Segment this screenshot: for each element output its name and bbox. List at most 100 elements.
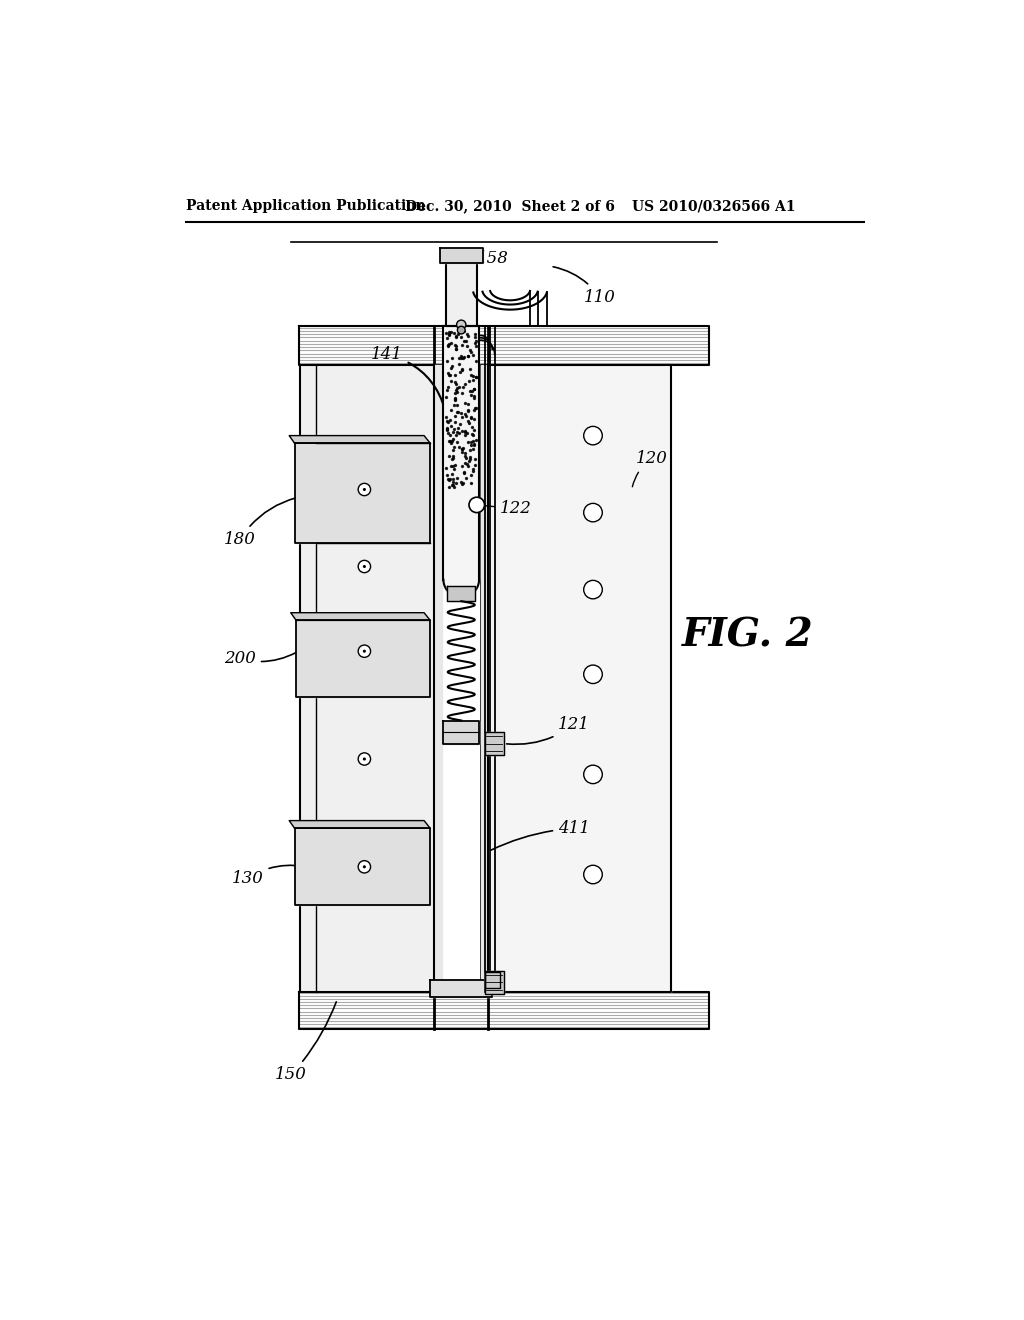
Point: [463, 473, 479, 494]
Point: [463, 432, 479, 453]
Point: [463, 408, 479, 429]
Point: [454, 473, 470, 494]
Point: [466, 420, 482, 441]
Point: [460, 432, 476, 453]
Text: 130: 130: [231, 866, 303, 887]
Point: [443, 358, 460, 379]
Point: [442, 416, 459, 437]
Circle shape: [358, 483, 371, 495]
Point: [442, 430, 459, 451]
Point: [465, 425, 481, 446]
Circle shape: [358, 560, 371, 573]
Point: [468, 367, 484, 388]
Point: [453, 403, 469, 424]
Point: [457, 420, 473, 441]
Point: [457, 453, 473, 474]
Point: [444, 428, 461, 449]
Point: [439, 351, 456, 372]
Point: [440, 376, 457, 397]
Ellipse shape: [458, 326, 465, 334]
Point: [441, 364, 458, 385]
Point: [445, 437, 462, 458]
Point: [447, 326, 464, 347]
Point: [444, 471, 461, 492]
Point: [451, 376, 467, 397]
Point: [455, 359, 471, 380]
Point: [438, 387, 455, 408]
Polygon shape: [488, 364, 671, 991]
Point: [446, 383, 463, 404]
Point: [441, 430, 458, 451]
Polygon shape: [484, 733, 504, 755]
Point: [467, 454, 483, 475]
Polygon shape: [443, 721, 479, 743]
Point: [465, 370, 481, 391]
Point: [447, 379, 464, 400]
Point: [439, 335, 456, 356]
Point: [463, 407, 479, 428]
Point: [443, 370, 460, 391]
Point: [456, 462, 472, 483]
Circle shape: [362, 488, 366, 491]
Circle shape: [358, 861, 371, 873]
Point: [442, 333, 459, 354]
Circle shape: [584, 766, 602, 784]
Polygon shape: [484, 970, 504, 994]
Point: [457, 321, 473, 342]
Point: [465, 388, 481, 409]
Point: [454, 442, 470, 463]
Point: [457, 442, 473, 463]
Point: [453, 413, 469, 434]
Text: 411: 411: [490, 820, 590, 850]
Point: [440, 323, 457, 345]
Point: [455, 473, 471, 494]
Circle shape: [362, 565, 366, 568]
Point: [467, 327, 483, 348]
Point: [443, 455, 460, 477]
Point: [462, 339, 478, 360]
Point: [447, 325, 464, 346]
Polygon shape: [440, 248, 483, 263]
Circle shape: [358, 752, 371, 766]
Point: [445, 395, 462, 416]
Point: [439, 334, 456, 355]
Polygon shape: [484, 973, 500, 987]
Point: [446, 389, 463, 411]
Point: [442, 400, 459, 421]
Text: Dec. 30, 2010  Sheet 2 of 6: Dec. 30, 2010 Sheet 2 of 6: [406, 199, 615, 213]
Point: [447, 405, 464, 426]
Polygon shape: [480, 364, 488, 991]
Point: [450, 417, 466, 438]
Polygon shape: [296, 620, 430, 697]
Point: [462, 447, 478, 469]
Point: [440, 477, 457, 498]
Point: [446, 388, 463, 409]
Point: [468, 429, 484, 450]
Point: [447, 473, 464, 494]
Point: [442, 424, 459, 445]
Point: [461, 413, 477, 434]
Point: [462, 440, 478, 461]
Point: [440, 469, 457, 490]
Point: [450, 421, 466, 442]
Point: [465, 438, 481, 459]
Point: [466, 408, 482, 429]
Text: FIG. 2: FIG. 2: [682, 616, 814, 655]
Point: [467, 333, 483, 354]
Circle shape: [584, 665, 602, 684]
Point: [438, 465, 455, 486]
Point: [456, 330, 472, 351]
Point: [462, 358, 478, 379]
Circle shape: [584, 426, 602, 445]
Point: [454, 381, 470, 403]
Point: [460, 401, 476, 422]
Point: [438, 418, 455, 440]
Point: [443, 430, 460, 451]
Point: [449, 395, 465, 416]
Polygon shape: [289, 821, 430, 829]
Point: [447, 335, 464, 356]
Circle shape: [362, 758, 366, 760]
Point: [456, 346, 472, 367]
Polygon shape: [445, 257, 477, 326]
Point: [463, 342, 479, 363]
